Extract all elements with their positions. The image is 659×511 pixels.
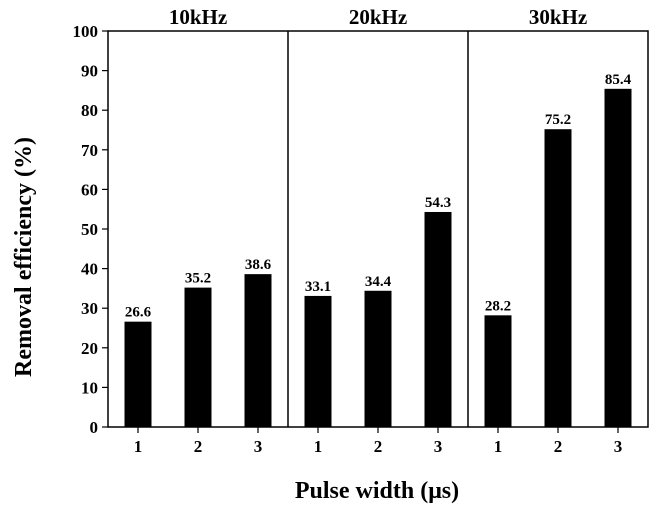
- y-tick-label: 60: [81, 180, 98, 199]
- y-tick-label: 40: [81, 260, 98, 279]
- bar: [424, 211, 452, 427]
- group-title: 20kHz: [349, 5, 407, 29]
- data-label: 28.2: [485, 298, 511, 314]
- bar: [244, 274, 272, 427]
- bars-layer: [124, 88, 632, 427]
- y-tick-label: 70: [81, 141, 98, 160]
- y-axis-title: Removal efficiency (%): [11, 137, 37, 377]
- chart-text: 10kHz 26.6 1 35.2 2 38.6 3 20kHz 33.1 1 34.4 2 54.3 3…: [73, 5, 632, 456]
- x-tick-label: 1: [494, 437, 503, 456]
- bar: [364, 290, 392, 427]
- data-label: 26.6: [125, 305, 152, 321]
- x-tick-label: 3: [614, 437, 623, 456]
- x-tick-label: 2: [374, 437, 383, 456]
- x-axis-title: Pulse width (μs): [295, 478, 459, 504]
- x-tick-label: 3: [254, 437, 263, 456]
- bar: [184, 287, 212, 427]
- bar: [484, 315, 512, 427]
- y-tick-label: 80: [81, 101, 98, 120]
- bar: [124, 321, 152, 427]
- y-tick-label: 20: [81, 339, 98, 358]
- data-label: 38.6: [245, 257, 272, 273]
- y-tick-label: 10: [81, 378, 98, 397]
- data-label: 35.2: [185, 271, 211, 287]
- data-label: 33.1: [305, 279, 331, 295]
- data-label: 34.4: [365, 274, 392, 290]
- x-tick-label: 2: [194, 437, 203, 456]
- x-tick-label: 2: [554, 437, 563, 456]
- data-label: 54.3: [425, 195, 451, 211]
- y-tick-label: 50: [81, 220, 98, 239]
- bar: [544, 129, 572, 427]
- x-tick-label: 1: [314, 437, 323, 456]
- data-label: 85.4: [605, 72, 632, 88]
- y-tick-label: 0: [90, 418, 99, 437]
- data-label: 75.2: [545, 112, 571, 128]
- y-tick-label: 100: [73, 22, 99, 41]
- group-title: 30kHz: [529, 5, 587, 29]
- y-tick-label: 30: [81, 299, 98, 318]
- y-tick-label: 90: [81, 62, 98, 81]
- bar: [604, 88, 632, 427]
- x-tick-label: 1: [134, 437, 143, 456]
- bar: [304, 295, 332, 427]
- group-title: 10kHz: [169, 5, 227, 29]
- plot-frame: [102, 30, 649, 433]
- x-tick-label: 3: [434, 437, 443, 456]
